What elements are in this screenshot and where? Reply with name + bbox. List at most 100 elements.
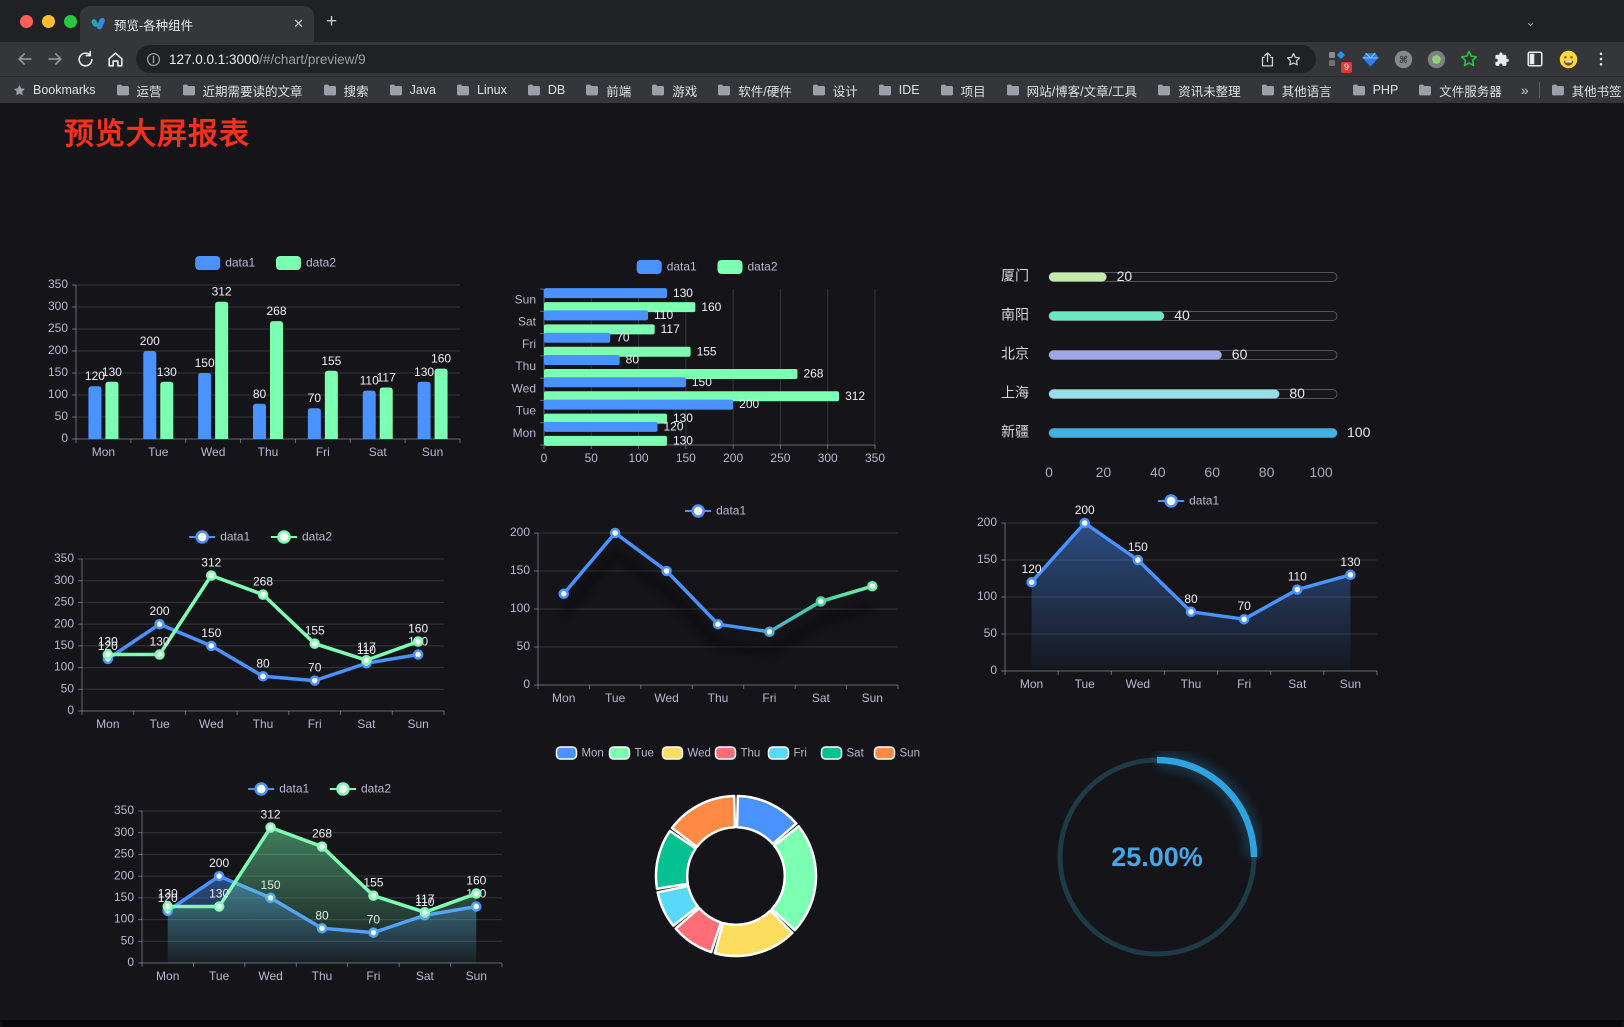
new-tab-button[interactable]: +	[326, 11, 338, 32]
svg-text:Wed: Wed	[199, 717, 223, 731]
bookmark-folder[interactable]: 软件/硬件	[716, 81, 792, 100]
svg-text:Thu: Thu	[258, 445, 279, 459]
svg-text:0: 0	[67, 703, 74, 717]
bookmark-star-icon[interactable]	[1280, 45, 1306, 73]
bookmark-folder[interactable]: 其他语言	[1260, 81, 1332, 100]
dot-extension-icon[interactable]	[1423, 46, 1449, 72]
svg-text:Tue: Tue	[149, 717, 170, 731]
ring-progress-gauge: 25.00%	[1052, 751, 1263, 963]
svg-text:117: 117	[415, 892, 434, 906]
svg-text:150: 150	[692, 375, 712, 389]
svg-text:Mon: Mon	[552, 691, 575, 705]
svg-text:200: 200	[739, 397, 759, 411]
tab-search-chevron-icon[interactable]: ⌄	[1525, 14, 1536, 29]
svg-text:130: 130	[150, 635, 170, 649]
reload-button[interactable]	[70, 45, 100, 73]
tab-close-icon[interactable]: ✕	[293, 16, 304, 31]
folder-icon	[389, 84, 402, 96]
gem-extension-icon[interactable]	[1357, 46, 1383, 72]
svg-text:Fri: Fri	[794, 748, 807, 760]
svg-text:Mon: Mon	[96, 717, 119, 731]
svg-text:0: 0	[523, 677, 530, 691]
svg-text:Sun: Sun	[1340, 677, 1361, 691]
zoom-window-button[interactable]	[64, 15, 77, 28]
svg-text:Fri: Fri	[1237, 677, 1251, 691]
minimize-window-button[interactable]	[42, 15, 55, 28]
other-bookmarks-folder[interactable]: 其他书签	[1550, 81, 1622, 100]
bookmark-folder[interactable]: 近期需要读的文章	[181, 81, 303, 100]
svg-text:Sun: Sun	[407, 717, 428, 731]
bookmark-folder[interactable]: 资讯未整理	[1156, 81, 1241, 100]
bookmark-folder-label: 运营	[136, 84, 162, 99]
svg-text:Wed: Wed	[512, 381, 536, 395]
bookmark-folder[interactable]: 网站/博客/文章/工具	[1005, 81, 1137, 100]
folder-icon	[456, 84, 469, 96]
bookmark-folder[interactable]: 项目	[939, 81, 986, 100]
url-text[interactable]: 127.0.0.1:3000/#/chart/preview/9	[169, 52, 1254, 67]
extension-grid-icon[interactable]: 9	[1324, 46, 1352, 73]
svg-text:Sat: Sat	[847, 748, 865, 760]
bookmarks-bar-right: » 其他书签	[1521, 81, 1624, 100]
browser-menu-icon[interactable]	[1588, 46, 1614, 72]
command-extension-icon[interactable]: ⌘	[1390, 46, 1416, 72]
city-progress-chart: 厦门 20 南阳 40 北京 60 上海 80 新疆 100 0 20 40 60 80 100	[985, 255, 1395, 487]
svg-text:120: 120	[85, 369, 105, 383]
svg-text:100: 100	[510, 601, 530, 615]
bookmarks-overflow-chevron[interactable]: »	[1520, 82, 1529, 98]
svg-text:Sat: Sat	[518, 315, 537, 329]
svg-text:130: 130	[158, 887, 178, 901]
bookmark-folder[interactable]: 搜索	[322, 81, 369, 100]
close-window-button[interactable]	[20, 15, 33, 28]
svg-text:Tue: Tue	[209, 969, 230, 983]
bookmark-folder[interactable]: 设计	[811, 81, 858, 100]
bookmarks-divider	[1538, 82, 1540, 98]
bookmark-folder[interactable]: IDE	[877, 82, 920, 98]
svg-text:200: 200	[723, 451, 743, 465]
svg-text:150: 150	[48, 365, 68, 379]
emoji-extension-icon[interactable]	[1555, 46, 1581, 72]
bookmark-folder[interactable]: DB	[526, 82, 565, 98]
svg-text:Mon: Mon	[513, 426, 536, 440]
browser-tab[interactable]: 预览-各种组件 ✕	[80, 6, 314, 42]
gradient-line-chart: data1 0 50 100 150 200 Mon Tue Wed Thu Fri Sat Sun	[488, 497, 908, 713]
svg-text:Fri: Fri	[762, 691, 776, 705]
svg-text:110: 110	[415, 895, 434, 909]
back-button[interactable]	[10, 45, 40, 73]
svg-text:data1: data1	[716, 504, 746, 518]
split-screen-icon[interactable]	[1522, 46, 1548, 72]
bookmark-folder[interactable]: Java	[388, 82, 436, 98]
svg-text:Thu: Thu	[1181, 677, 1202, 691]
folder-icon	[527, 84, 540, 96]
svg-text:268: 268	[803, 367, 823, 381]
svg-text:Thu: Thu	[740, 748, 760, 760]
home-button[interactable]	[100, 45, 130, 73]
address-bar[interactable]: 127.0.0.1:3000/#/chart/preview/9	[136, 45, 1316, 73]
bookmark-folder[interactable]: 文件服务器	[1417, 81, 1502, 100]
site-info-icon[interactable]	[146, 52, 161, 67]
svg-text:300: 300	[818, 451, 838, 465]
svg-text:70: 70	[1237, 599, 1251, 613]
bookmarks-manager-item[interactable]: Bookmarks	[12, 83, 96, 98]
svg-text:160: 160	[431, 352, 451, 366]
forward-button[interactable]	[40, 45, 70, 73]
svg-text:200: 200	[1075, 503, 1095, 517]
green-star-extension-icon[interactable]	[1456, 46, 1482, 72]
extensions-puzzle-icon[interactable]	[1489, 46, 1515, 72]
svg-text:130: 130	[673, 286, 693, 300]
bookmark-folder[interactable]: PHP	[1351, 82, 1398, 98]
svg-text:120: 120	[98, 639, 118, 653]
svg-text:300: 300	[48, 299, 68, 313]
svg-text:350: 350	[865, 451, 885, 465]
svg-text:Mon: Mon	[1020, 677, 1043, 691]
svg-text:250: 250	[54, 595, 74, 609]
svg-text:data2: data2	[302, 530, 332, 544]
share-icon[interactable]	[1254, 45, 1280, 73]
folder-icon	[652, 84, 665, 96]
svg-text:312: 312	[201, 556, 221, 570]
svg-text:155: 155	[697, 344, 717, 358]
bookmark-folder[interactable]: 运营	[115, 81, 162, 100]
bookmark-folder[interactable]: 前端	[584, 81, 631, 100]
bookmark-folder[interactable]: 游戏	[650, 81, 697, 100]
svg-text:160: 160	[466, 874, 486, 888]
bookmark-folder[interactable]: Linux	[455, 82, 507, 98]
